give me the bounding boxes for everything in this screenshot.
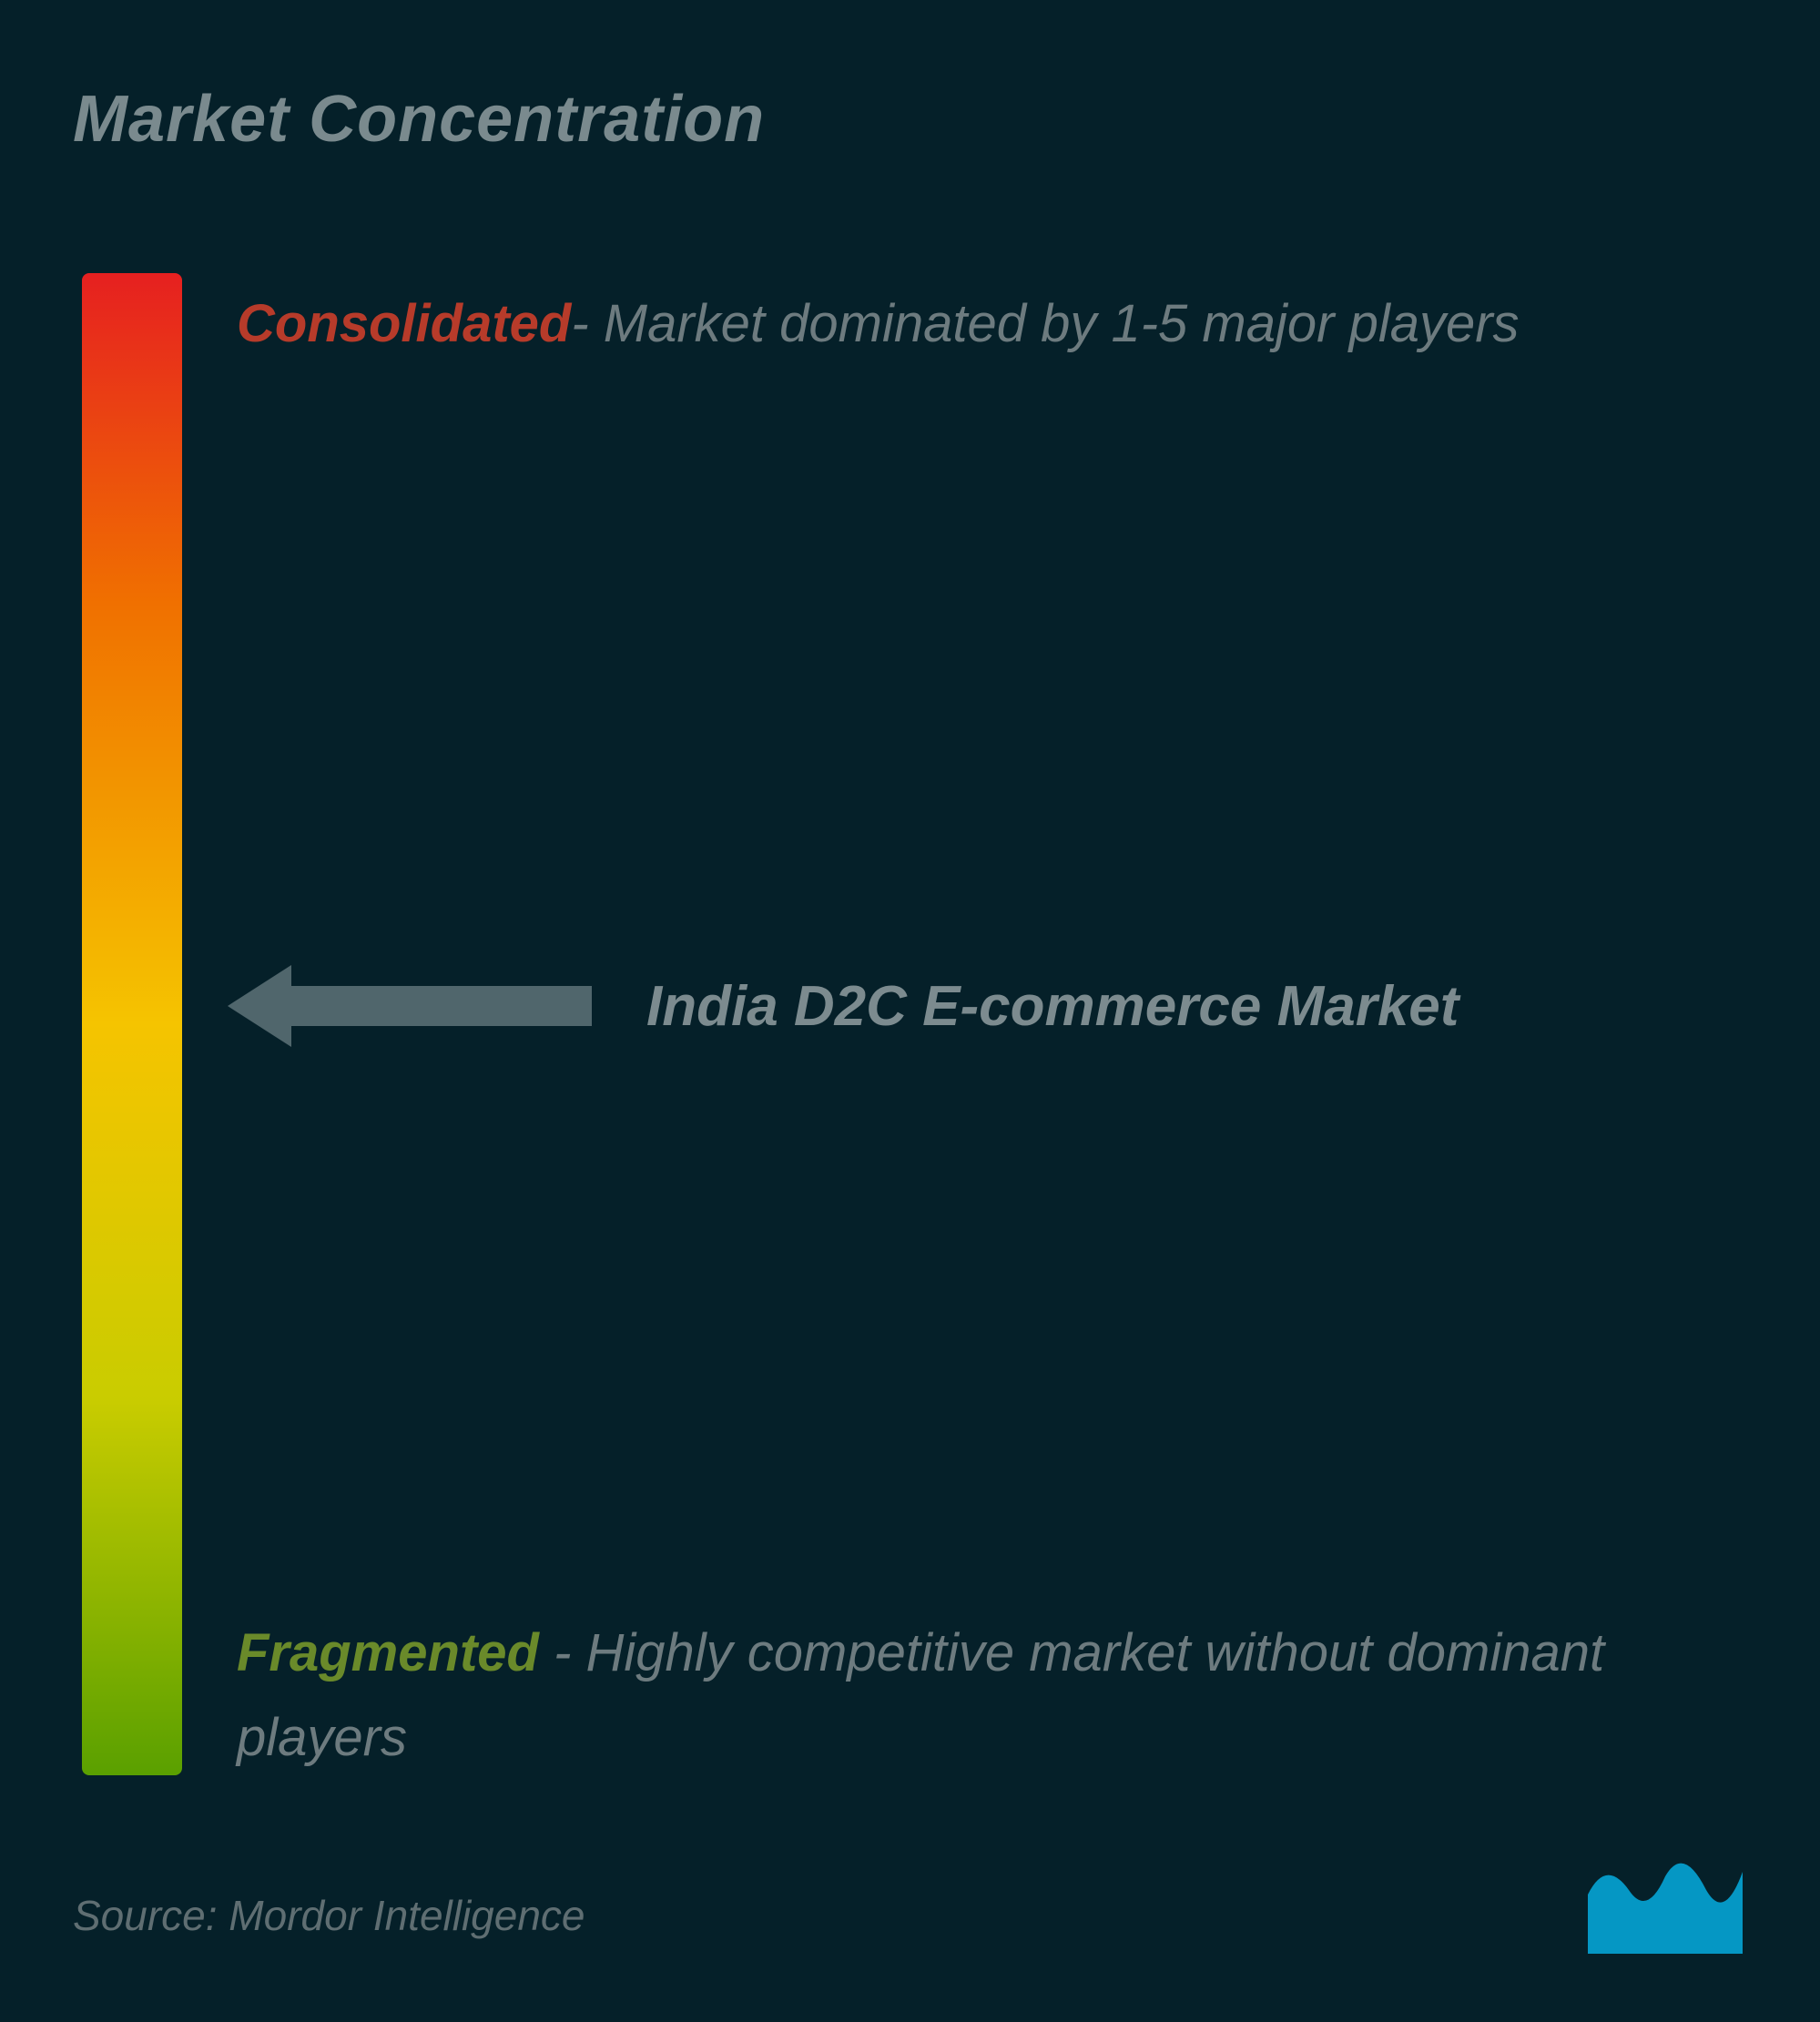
arrow-shaft [291, 986, 592, 1026]
market-name-label: India D2C E-commerce Market [646, 974, 1459, 1039]
consolidated-keyword: Consolidated [237, 294, 571, 353]
consolidated-label: Consolidated- Market dominated by 1-5 ma… [237, 282, 1747, 367]
market-pointer: India D2C E-commerce Market [228, 965, 1459, 1047]
fragmented-label: Fragmented - Highly competitive market w… [237, 1611, 1747, 1781]
concentration-gradient-bar [82, 273, 182, 1775]
consolidated-description: - Market dominated by 1-5 major players [571, 294, 1519, 353]
page-title: Market Concentration [73, 82, 765, 157]
brand-logo-icon [1583, 1840, 1747, 1958]
arrow-icon [228, 965, 592, 1047]
source-attribution: Source: Mordor Intelligence [73, 1891, 585, 1940]
arrow-head-icon [228, 965, 291, 1047]
fragmented-keyword: Fragmented [237, 1623, 539, 1682]
